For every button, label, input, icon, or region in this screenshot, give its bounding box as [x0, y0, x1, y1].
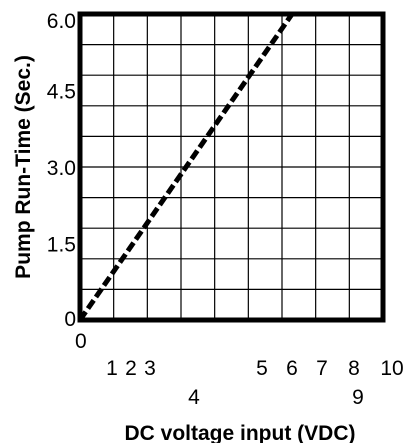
y-tick-label: 6.0 [47, 10, 76, 33]
x-tick-label: 2 [125, 357, 137, 380]
y-tick-label: 1.5 [47, 234, 76, 257]
y-tick-label: 0 [64, 308, 76, 331]
x-tick-label: 5 [256, 357, 268, 380]
x-tick-label: 6 [286, 357, 298, 380]
x-tick-label: 9 [352, 386, 364, 409]
series [77, 12, 295, 322]
x-tick-label: 3 [144, 357, 156, 380]
x-tick-label: 1 [106, 357, 118, 380]
x-tick-label: 10 [380, 357, 403, 380]
y-tick-labels: 0 1.5 3.0 4.5 6.0 [47, 10, 76, 331]
x-tick-label: 8 [348, 357, 360, 380]
grid [80, 14, 383, 320]
series-line [77, 12, 295, 322]
x-axis-label: DC voltage input (VDC) [125, 422, 356, 443]
x-tick-label: 0 [75, 330, 87, 353]
x-tick-label: 4 [188, 386, 200, 409]
y-tick-label: 4.5 [47, 81, 76, 104]
y-tick-label: 3.0 [47, 157, 76, 180]
y-axis-label: Pump Run-Time (Sec.) [12, 55, 35, 279]
x-tick-labels: 01 2 3 4 5 6 7 8 9 10 [75, 330, 404, 409]
plot-frame [77, 11, 386, 323]
x-tick-label: 7 [316, 357, 328, 380]
